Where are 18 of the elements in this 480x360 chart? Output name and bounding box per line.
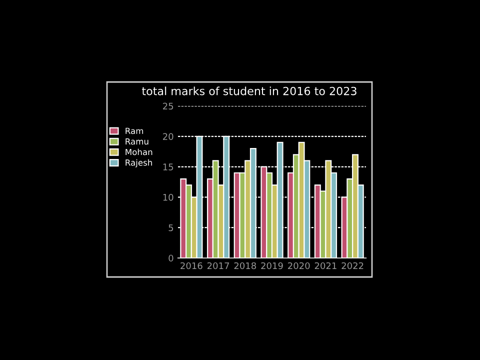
chart-title: total marks of student in 2016 to 2023 <box>142 86 356 96</box>
x-tick-label: 2017 <box>207 262 229 270</box>
legend-label: Ram <box>126 128 144 134</box>
legend-label: Rajesh <box>126 159 152 168</box>
x-tick-label: 2020 <box>288 262 310 270</box>
y-tick-label: 5 <box>168 224 174 232</box>
y-tick-label: 10 <box>163 194 174 201</box>
y-tick-label: 25 <box>163 102 174 110</box>
y-tick-label: 20 <box>163 133 174 140</box>
x-tick-label: 2021 <box>314 262 336 270</box>
legend-label: Ramu <box>126 138 148 145</box>
x-tick-label: 2019 <box>261 262 283 270</box>
x-tick-label: 2018 <box>234 262 256 270</box>
legend-label: Mohan <box>126 148 152 156</box>
x-tick-label: 2016 <box>180 262 202 270</box>
y-tick-label: 15 <box>163 164 174 170</box>
x-tick-label: 2022 <box>342 262 364 270</box>
y-tick-label: 0 <box>168 254 174 262</box>
